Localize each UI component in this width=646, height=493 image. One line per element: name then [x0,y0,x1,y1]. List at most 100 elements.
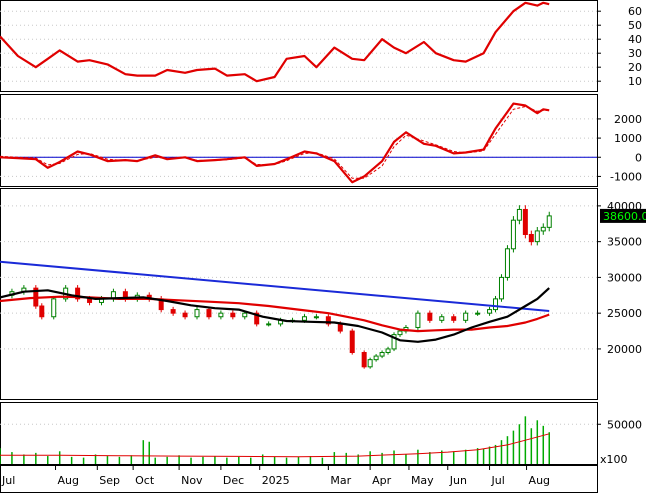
time-tick-label: Dec [223,474,244,487]
trendline [0,260,550,312]
candle-body [498,276,504,300]
candle-body [194,309,200,318]
volume-tick-label: 50000 [607,418,642,431]
volume-scale-label: x100 [600,453,628,466]
rsi-tick-label: 10 [628,75,642,88]
price-tick-label: 35000 [607,236,642,249]
volume-panel-frame [0,402,598,465]
candle-body [439,316,445,321]
price-tick-label: 25000 [607,307,642,320]
candle-body [487,309,493,314]
time-tick-label: Jul [1,474,15,487]
candle-body [39,305,45,318]
time-tick-label: Jun [449,474,467,487]
candle-body [373,355,379,361]
rsi-panel-frame [0,0,598,92]
time-axis-frame [0,465,598,493]
candle-body [266,323,272,326]
time-tick-label: Aug [529,474,550,487]
macd-lines [0,102,550,184]
rsi-tick-label: 30 [628,47,642,60]
fast-moving-average-line [0,287,550,343]
rsi-lines [0,1,550,83]
price-panel-frame [0,188,598,400]
candle-body [349,330,355,354]
candle-body [230,312,236,318]
candle-body [516,208,522,221]
macd-axis: 2000 1000 0 -1000 [0,113,642,183]
last-price-tag: 38600.00 [600,208,646,223]
candle-body [313,316,319,319]
candle-body [522,208,528,235]
rsi-tick-label: 60 [628,5,642,18]
candle-body [540,226,546,232]
macd-tick-label: -1000 [610,170,642,183]
candle-body [242,312,248,318]
rsi-tick-label: 40 [628,33,642,46]
candle-body [51,298,57,318]
last-price-tag-label: 38600.00 [603,210,646,223]
candle-body [170,309,176,314]
time-tick-label: 2025 [262,474,290,487]
volume-panel: 50000 x100 [0,402,642,466]
time-tick-label: Sep [99,474,120,487]
volume-axis: 50000 [0,418,642,431]
rsi-line [0,1,550,83]
time-tick-label: Mar [330,474,351,487]
candle-body [391,334,397,350]
candle-body [451,316,457,321]
candle-body [463,312,469,321]
candle-body [361,352,367,368]
volume-lines [0,433,550,458]
macd-line [0,102,550,184]
last-price-tag-bg [600,208,646,223]
macd-panel-frame [0,94,598,187]
time-tick-label: Apr [372,474,392,487]
macd-signal-line [0,106,550,179]
time-tick-label: Aug [58,474,79,487]
candle-body [397,330,403,336]
candle-body [475,312,481,315]
candle-body [87,298,93,303]
rsi-tick-label: 50 [628,19,642,32]
volume-bars [0,416,550,464]
candle-body [415,312,421,328]
candle-body [493,298,499,311]
candle-body [534,230,540,243]
candle-body [182,312,188,318]
candle-body [528,233,534,243]
candle-body [510,219,516,250]
candle-body [337,323,343,332]
time-tick-label: Oct [135,474,155,487]
candle-body [427,312,433,321]
candle-body [367,359,373,368]
macd-tick-label: 0 [635,151,642,164]
macd-panel: 2000 1000 0 -1000 [0,94,642,187]
rsi-tick-label: 20 [628,61,642,74]
candle-body [504,248,510,278]
time-tick-label: May [411,474,434,487]
price-tick-label: 30000 [607,271,642,284]
candle-body [379,352,385,357]
time-tick-label: Nov [181,474,203,487]
price-lines [0,260,550,343]
candle-body [546,215,552,228]
candle-body [75,287,81,300]
candle-body [385,348,391,354]
macd-tick-label: 2000 [614,113,642,126]
volume-average-line [0,433,550,458]
time-axis: Jul Aug Sep Oct Nov Dec 2025 Mar Apr May Jun Jul Aug [0,465,598,493]
macd-tick-label: 1000 [614,132,642,145]
price-tick-label: 20000 [607,343,642,356]
candle-body [325,316,331,325]
candle-body [301,316,307,321]
candle-body [254,312,260,325]
time-axis-ticks: Jul Aug Sep Oct Nov Dec 2025 Mar Apr May Jun Jul Aug [0,465,550,487]
time-tick-label: Jul [491,474,505,487]
candle-body [206,309,212,318]
